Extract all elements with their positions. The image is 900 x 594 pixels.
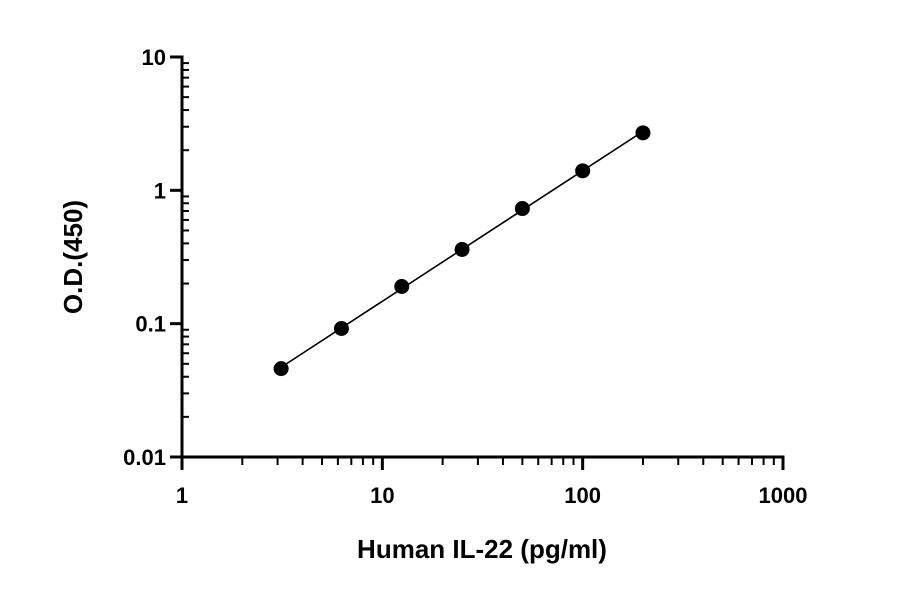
x-axis-title: Human IL-22 (pg/ml) bbox=[357, 534, 607, 564]
data-point bbox=[394, 278, 410, 294]
data-point bbox=[454, 241, 470, 257]
data-point bbox=[333, 320, 349, 336]
y-tick-label: 10 bbox=[142, 45, 166, 70]
data-points-layer bbox=[273, 125, 651, 377]
x-tick-label: 1000 bbox=[759, 483, 808, 508]
y-axis-title: O.D.(450) bbox=[58, 200, 88, 314]
y-tick-label: 0.01 bbox=[123, 445, 166, 470]
y-tick-label: 1 bbox=[154, 178, 166, 203]
y-tick-label: 0.1 bbox=[135, 312, 166, 337]
data-point bbox=[635, 125, 651, 141]
x-tick-label: 100 bbox=[564, 483, 601, 508]
y-axis: 0.01 0.1 1 10 bbox=[123, 45, 189, 470]
data-point bbox=[273, 361, 289, 377]
x-tick-label: 10 bbox=[370, 483, 394, 508]
data-point bbox=[514, 201, 530, 217]
x-tick-label: 1 bbox=[176, 483, 188, 508]
x-axis: 1 10 100 1000 bbox=[176, 455, 808, 508]
data-point bbox=[575, 163, 591, 179]
